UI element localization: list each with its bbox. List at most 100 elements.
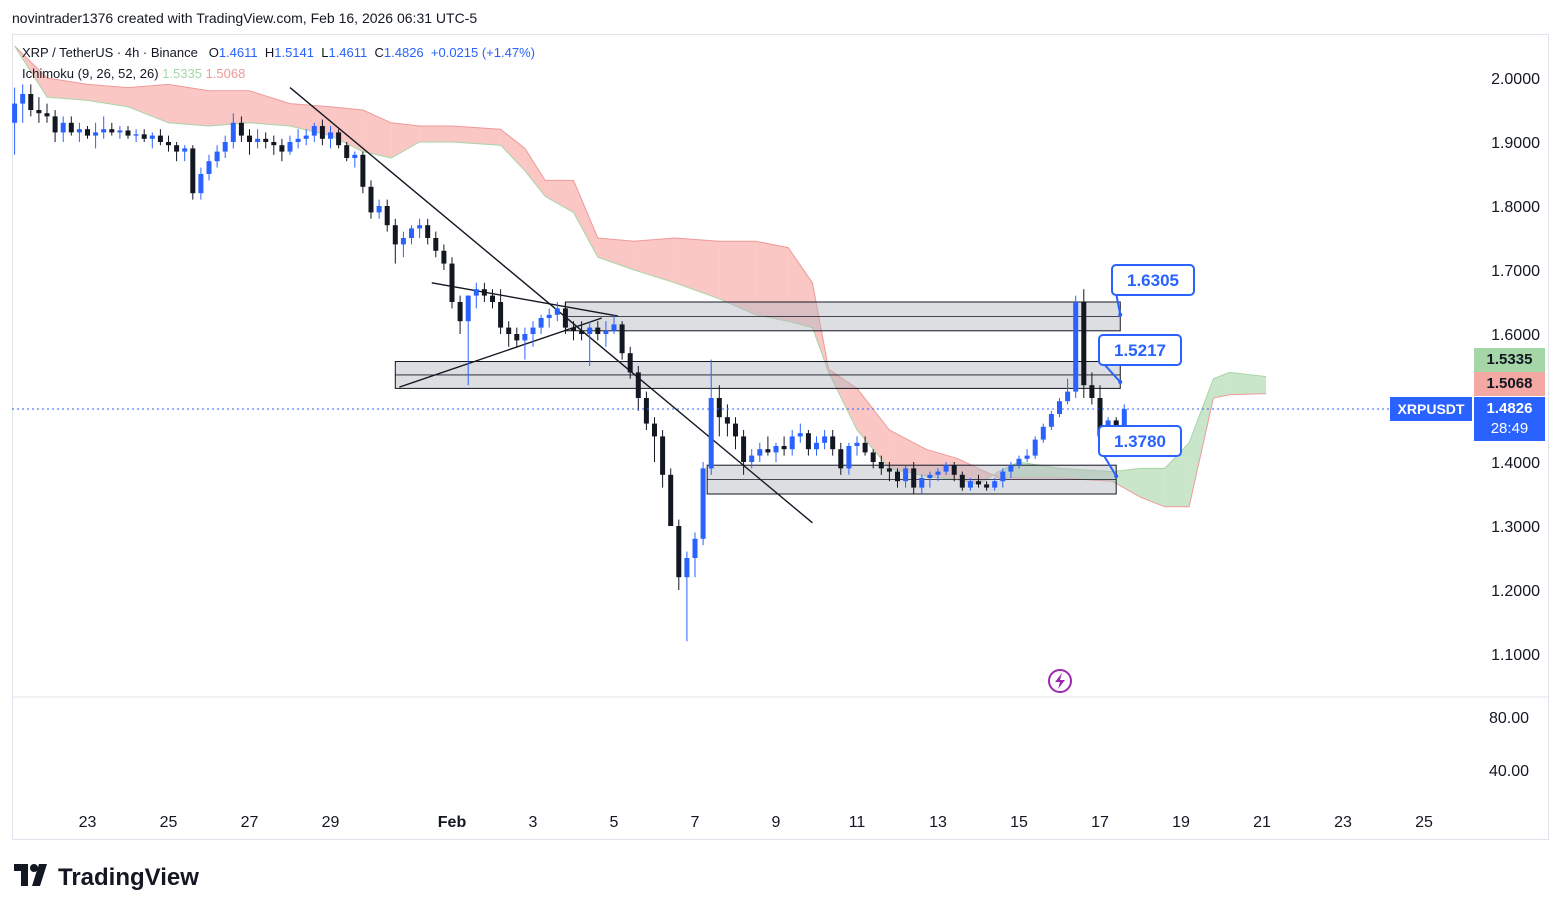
- cloud-bear-segment: [452, 126, 501, 146]
- candle-down: [481, 289, 487, 296]
- senkou-span-b-line: [14, 45, 1267, 485]
- tradingview-logo[interactable]: TradingView: [14, 864, 199, 892]
- indicator-value-2: 1.5068: [205, 66, 246, 81]
- candle-up: [376, 206, 382, 213]
- candle-down: [498, 302, 504, 328]
- candle-up: [1008, 465, 1014, 472]
- time-axis-label: Feb: [438, 814, 467, 831]
- candle-down: [336, 132, 342, 146]
- candle-up: [303, 135, 309, 139]
- legend-o-label: O: [208, 45, 219, 60]
- candle-up: [149, 135, 155, 139]
- candle-up: [822, 436, 828, 443]
- legend-symbol[interactable]: XRP / TetherUS · 4h · Binance: [22, 45, 198, 60]
- triangle-lower-line: [399, 317, 603, 388]
- candle-up: [757, 449, 763, 456]
- candle-up: [773, 446, 779, 453]
- candle-down: [676, 526, 682, 578]
- candle-up: [117, 130, 123, 133]
- candle-down: [271, 142, 277, 146]
- price-axis-label: 1.3000: [1491, 519, 1540, 536]
- legend-low: 1.4611: [328, 45, 368, 60]
- candle-down: [733, 423, 738, 437]
- candle-up: [1040, 426, 1046, 440]
- candle-down: [668, 474, 674, 526]
- time-axis-label: 21: [1253, 814, 1271, 831]
- candle-up: [1065, 391, 1071, 402]
- candle-down: [830, 436, 836, 450]
- candle-layer: [12, 84, 1127, 642]
- cloud-bear-segment: [597, 238, 635, 270]
- callout-anchor: [1114, 474, 1119, 479]
- oscillator-axis-label: 40.00: [1489, 763, 1529, 780]
- cloud-bear-segment: [209, 90, 250, 126]
- callout-pointer: [1102, 362, 1121, 383]
- legend-ohlc: XRP / TetherUS · 4h · Binance O 1.4611 H 1…: [22, 45, 535, 60]
- candle-down: [619, 324, 625, 354]
- candle-up: [417, 225, 423, 229]
- cloud-bear-segment: [500, 129, 525, 171]
- candle-up: [295, 138, 301, 142]
- cloud-bull-segment: [1019, 462, 1060, 478]
- candle-down: [425, 225, 431, 238]
- cloud-bear-segment: [330, 106, 363, 152]
- cloud-bull-segment: [1059, 468, 1113, 482]
- candle-up: [76, 129, 82, 133]
- time-axis-label: 19: [1172, 814, 1190, 831]
- candle-down: [28, 94, 34, 110]
- candle-down: [506, 327, 512, 334]
- candle-up: [20, 94, 26, 104]
- candle-up: [992, 481, 998, 488]
- lightning-icon[interactable]: [1048, 669, 1072, 693]
- legend-h-label: H: [264, 45, 275, 60]
- candle-up: [133, 134, 139, 136]
- cloud-bear-segment: [419, 126, 452, 142]
- oscillator-axis-label: 80.00: [1489, 710, 1529, 727]
- candle-down: [595, 327, 601, 334]
- last-price-tag: 1.4826 28:49: [1474, 397, 1545, 441]
- candle-up: [700, 468, 706, 539]
- candle-down: [166, 142, 171, 146]
- candle-up: [749, 455, 755, 462]
- cloud-bear-segment: [857, 388, 890, 469]
- candle-down: [514, 334, 520, 341]
- cloud-bear-segment: [128, 84, 169, 123]
- descending-trendline: [289, 87, 813, 524]
- candle-up: [846, 446, 852, 469]
- candle-up: [814, 442, 819, 450]
- candle-up: [546, 314, 552, 318]
- cloud-bear-segment: [573, 180, 598, 258]
- candle-up: [465, 295, 471, 322]
- price-axis-label: 1.6000: [1491, 327, 1540, 344]
- cloud-bear-segment: [634, 238, 675, 283]
- candle-down: [627, 353, 633, 373]
- candle-down: [635, 372, 641, 398]
- ticker-badge[interactable]: XRPUSDT: [1390, 397, 1472, 421]
- price-axis-label: 1.1000: [1491, 647, 1540, 664]
- cloud-bear-segment: [889, 430, 926, 477]
- time-axis-label: 23: [1334, 814, 1352, 831]
- candle-up: [222, 142, 228, 152]
- candle-down: [741, 436, 747, 462]
- candle-up: [206, 161, 212, 174]
- legend-c-label: C: [374, 45, 384, 60]
- candle-up: [854, 442, 860, 446]
- callout-pointer: [1102, 453, 1118, 477]
- candle-down: [368, 186, 374, 213]
- candle-up: [400, 238, 406, 245]
- legend-close: 1.4826: [383, 45, 424, 60]
- candle-down: [457, 302, 463, 322]
- trendline-layer: [289, 87, 813, 524]
- last-price-value: 1.4826: [1486, 400, 1533, 417]
- candle-up: [530, 327, 536, 334]
- candle-down: [838, 449, 844, 469]
- candle-down: [52, 116, 58, 133]
- candle-down: [984, 484, 990, 488]
- candle-up: [554, 308, 560, 315]
- legend-indicator[interactable]: Ichimoku (9, 26, 52, 26) 1.5335 1.5068: [22, 66, 245, 81]
- cloud-bear-segment: [978, 468, 999, 485]
- time-axis-label: 11: [849, 814, 866, 831]
- axis-layer: 2.0000 1.9000 1.8000 1.7000 1.6000 1.4000 1.30…: [79, 71, 1541, 831]
- callout-box: [1098, 425, 1182, 457]
